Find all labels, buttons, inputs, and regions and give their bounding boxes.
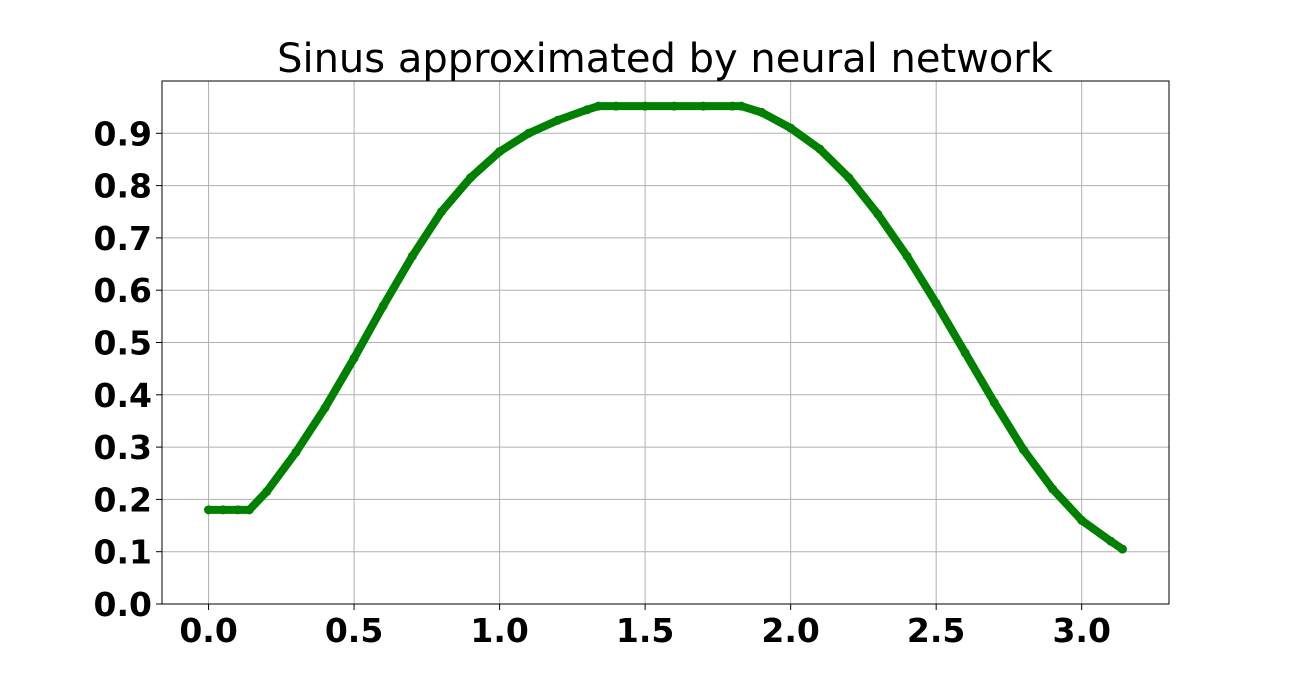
data-point (291, 447, 301, 457)
data-point (349, 353, 359, 363)
data-point (902, 251, 912, 261)
x-tick-label: 1.5 (616, 611, 674, 650)
y-tick-label: 0.6 (94, 271, 152, 310)
data-point (873, 209, 883, 219)
grid-lines (162, 81, 1169, 605)
data-point (931, 298, 941, 308)
data-point (1048, 484, 1058, 494)
data-point (844, 173, 854, 183)
data-series (204, 101, 1127, 554)
data-point (436, 207, 446, 217)
data-point (524, 128, 534, 138)
data-point (233, 505, 243, 515)
y-tick-label: 0.3 (94, 428, 152, 467)
data-point (1117, 544, 1127, 554)
data-point (786, 123, 796, 133)
x-tick-label: 3.0 (1052, 611, 1110, 650)
data-point (1018, 445, 1028, 455)
x-tick-label: 0.5 (325, 611, 383, 650)
data-point (736, 101, 746, 111)
axis-ticks: 0.0 0.5 1.0 1.5 2.0 2.5 3.0 0.0 0.1 0.2 0.3 0.4 0.5 0… (94, 114, 1111, 650)
data-point (244, 505, 254, 515)
data-point (320, 403, 330, 413)
data-point (262, 487, 272, 497)
data-point (727, 101, 737, 111)
x-tick-label: 2.5 (907, 611, 965, 650)
data-point (218, 505, 228, 515)
y-tick-label: 0.7 (94, 219, 152, 258)
data-point (204, 505, 214, 515)
x-tick-label: 2.0 (761, 611, 819, 650)
data-point (553, 115, 563, 125)
data-point (698, 101, 708, 111)
x-tick-label: 0.0 (179, 611, 237, 650)
y-tick-label: 0.5 (94, 324, 152, 363)
data-point (1106, 536, 1116, 546)
data-point (594, 101, 604, 111)
data-point (1077, 515, 1087, 525)
y-tick-label: 0.9 (94, 114, 152, 153)
series-line (204, 102, 1127, 554)
chart-title: Sinus approximated by neural network (277, 36, 1054, 82)
data-point (640, 101, 650, 111)
y-tick-label: 0.8 (94, 167, 152, 206)
data-point (989, 398, 999, 408)
data-point (611, 101, 621, 111)
data-point (495, 147, 505, 157)
data-point (669, 101, 679, 111)
y-tick-label: 0.2 (94, 480, 152, 519)
data-point (757, 107, 767, 117)
x-tick-label: 1.0 (470, 611, 528, 650)
data-point (466, 173, 476, 183)
data-point (378, 301, 388, 311)
data-point (960, 348, 970, 358)
data-point (407, 251, 417, 261)
data-point (582, 105, 592, 115)
data-point (815, 144, 825, 154)
y-tick-label: 0.1 (94, 533, 152, 572)
y-tick-label: 0.4 (94, 376, 152, 415)
y-tick-label: 0.0 (94, 585, 152, 624)
